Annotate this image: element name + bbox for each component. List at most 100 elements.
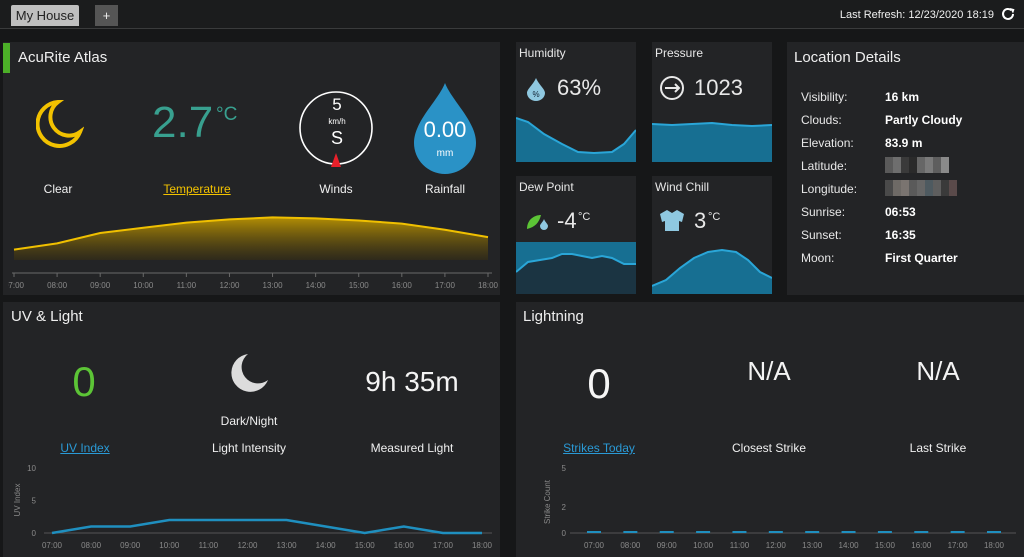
top-bar bbox=[0, 0, 1024, 29]
uv-xtick-label: 14:00 bbox=[316, 541, 337, 550]
measured-light-label: Measured Light bbox=[370, 441, 454, 455]
rainfall-value: 0.00 bbox=[423, 117, 467, 142]
strike-xtick-label: 10:00 bbox=[693, 541, 714, 550]
tab-my-house[interactable]: My House bbox=[11, 5, 79, 26]
strike-xtick-label: 12:00 bbox=[766, 541, 787, 550]
moon-icon bbox=[36, 100, 84, 148]
location-title: Location Details bbox=[794, 49, 901, 66]
strike-bar bbox=[623, 531, 638, 533]
uv-index-link[interactable]: UV Index bbox=[60, 441, 110, 455]
strike-xtick-label: 14:00 bbox=[839, 541, 860, 550]
uv-ytick-label: 5 bbox=[32, 497, 37, 506]
light-state: Dark/Night bbox=[220, 414, 278, 428]
uv-xtick-label: 11:00 bbox=[199, 541, 219, 550]
uv-xtick-label: 09:00 bbox=[120, 541, 141, 550]
strike-xtick-label: 18:00 bbox=[984, 541, 1005, 550]
uv-value: 0 bbox=[72, 358, 96, 405]
strikes-value: 0 bbox=[587, 360, 611, 407]
clouds-label: Clouds: bbox=[801, 113, 842, 127]
measured-light-value: 9h 35m bbox=[365, 366, 459, 397]
strike-xtick-label: 07:00 bbox=[584, 541, 605, 550]
pressure-title: Pressure bbox=[655, 46, 704, 60]
refresh-icon[interactable] bbox=[1000, 6, 1016, 22]
strike-xtick-label: 11:00 bbox=[730, 541, 750, 550]
strikes-today-link[interactable]: Strikes Today bbox=[563, 441, 635, 455]
windchill-title: Wind Chill bbox=[655, 180, 710, 194]
moon-filled-icon bbox=[231, 354, 268, 392]
strike-bar bbox=[877, 531, 892, 533]
last-strike-value: N/A bbox=[916, 356, 960, 386]
strike-xtick-label: 13:00 bbox=[802, 541, 823, 550]
strike-xtick-label: 16:00 bbox=[911, 541, 932, 550]
strike-bar bbox=[841, 531, 856, 533]
uv-title: UV & Light bbox=[11, 308, 83, 325]
strike-xtick-label: 08:00 bbox=[620, 541, 641, 550]
temperature-tick-label: 11:00 bbox=[177, 281, 197, 290]
humidity-value: 63% bbox=[557, 75, 602, 100]
last-refresh-text: Last Refresh: 12/23/2020 18:19 bbox=[839, 9, 994, 21]
temperature-tick-label: 16:00 bbox=[392, 281, 413, 290]
lightning-title: Lightning bbox=[523, 308, 584, 325]
longitude-redacted bbox=[885, 180, 957, 196]
temperature-tick-label: 18:00 bbox=[478, 281, 498, 290]
humidity-sparkline bbox=[516, 117, 636, 162]
pressure-value: 1023 bbox=[694, 75, 743, 100]
sunrise-label: Sunrise: bbox=[801, 205, 846, 219]
dewpoint-unit: °C bbox=[578, 211, 591, 223]
last-strike-label: Last Strike bbox=[909, 441, 967, 455]
clouds-value: Partly Cloudy bbox=[885, 113, 963, 127]
dewpoint-title: Dew Point bbox=[519, 180, 574, 194]
moon-value: First Quarter bbox=[885, 251, 958, 265]
windchill-unit: °C bbox=[708, 211, 721, 223]
uv-line bbox=[51, 518, 482, 535]
strike-xtick-label: 09:00 bbox=[657, 541, 678, 550]
winds-label: Winds bbox=[319, 182, 353, 196]
condition-label: Clear bbox=[43, 182, 73, 196]
strike-bar bbox=[659, 531, 674, 533]
uv-xtick-label: 12:00 bbox=[237, 541, 258, 550]
windchill-sparkline bbox=[652, 248, 772, 294]
temperature-tick-label: 14:00 bbox=[306, 281, 327, 290]
uv-index-chart: UV Index 0 5 10 07:00 08:00 09:00 10:00 11:00 12:… bbox=[13, 464, 493, 550]
strike-xtick-label: 15:00 bbox=[875, 541, 896, 550]
rainfall-unit: mm bbox=[436, 148, 454, 159]
temperature-tick-label: 13:00 bbox=[263, 281, 284, 290]
wind-speed: 5 bbox=[332, 95, 342, 114]
uv-ytick-label: 0 bbox=[32, 529, 37, 538]
strike-bar bbox=[587, 531, 601, 533]
visibility-label: Visibility: bbox=[801, 90, 848, 104]
uv-ytick-label: 10 bbox=[27, 464, 36, 473]
temperature-area bbox=[14, 217, 488, 260]
strike-ytick-label: 2 bbox=[562, 503, 567, 512]
svg-text:%: % bbox=[532, 90, 539, 99]
humidity-title: Humidity bbox=[519, 46, 566, 60]
latitude-redacted bbox=[885, 157, 949, 173]
visibility-value: 16 km bbox=[885, 90, 920, 104]
strike-axis-title: Strike Count bbox=[543, 479, 552, 524]
dewpoint-sparkline bbox=[516, 242, 636, 294]
temperature-link[interactable]: Temperature bbox=[163, 182, 231, 196]
temperature-unit: °C bbox=[216, 104, 238, 125]
strike-ytick-label: 5 bbox=[562, 464, 567, 473]
temperature-tick-label: 12:00 bbox=[219, 281, 240, 290]
strike-bar bbox=[696, 531, 711, 533]
moon-label: Moon: bbox=[801, 251, 835, 265]
closest-strike-label: Closest Strike bbox=[731, 441, 807, 455]
wind-unit: km/h bbox=[328, 117, 346, 126]
closest-strike-value: N/A bbox=[747, 356, 791, 386]
strike-bar bbox=[914, 531, 929, 533]
temperature-tick-label: 10:00 bbox=[133, 281, 154, 290]
temperature-value: 2.7 bbox=[152, 98, 214, 147]
temperature-tick-label: 15:00 bbox=[349, 281, 370, 290]
strike-bar bbox=[805, 531, 820, 533]
longitude-label: Longitude: bbox=[801, 182, 858, 196]
strike-bar bbox=[768, 531, 783, 533]
light-intensity-label: Light Intensity bbox=[211, 441, 287, 455]
strike-ytick-label: 0 bbox=[562, 529, 567, 538]
sunset-label: Sunset: bbox=[801, 228, 842, 242]
add-tab-button[interactable]: + bbox=[95, 5, 118, 26]
dewpoint-value: -4 bbox=[557, 208, 577, 233]
strike-bar bbox=[987, 531, 1001, 533]
strike-count-chart: Strike Count 0 2 5 07:00 08:00 09:00 10:00 11:00… bbox=[543, 464, 1016, 550]
uv-xtick-label: 07:00 bbox=[42, 541, 63, 550]
